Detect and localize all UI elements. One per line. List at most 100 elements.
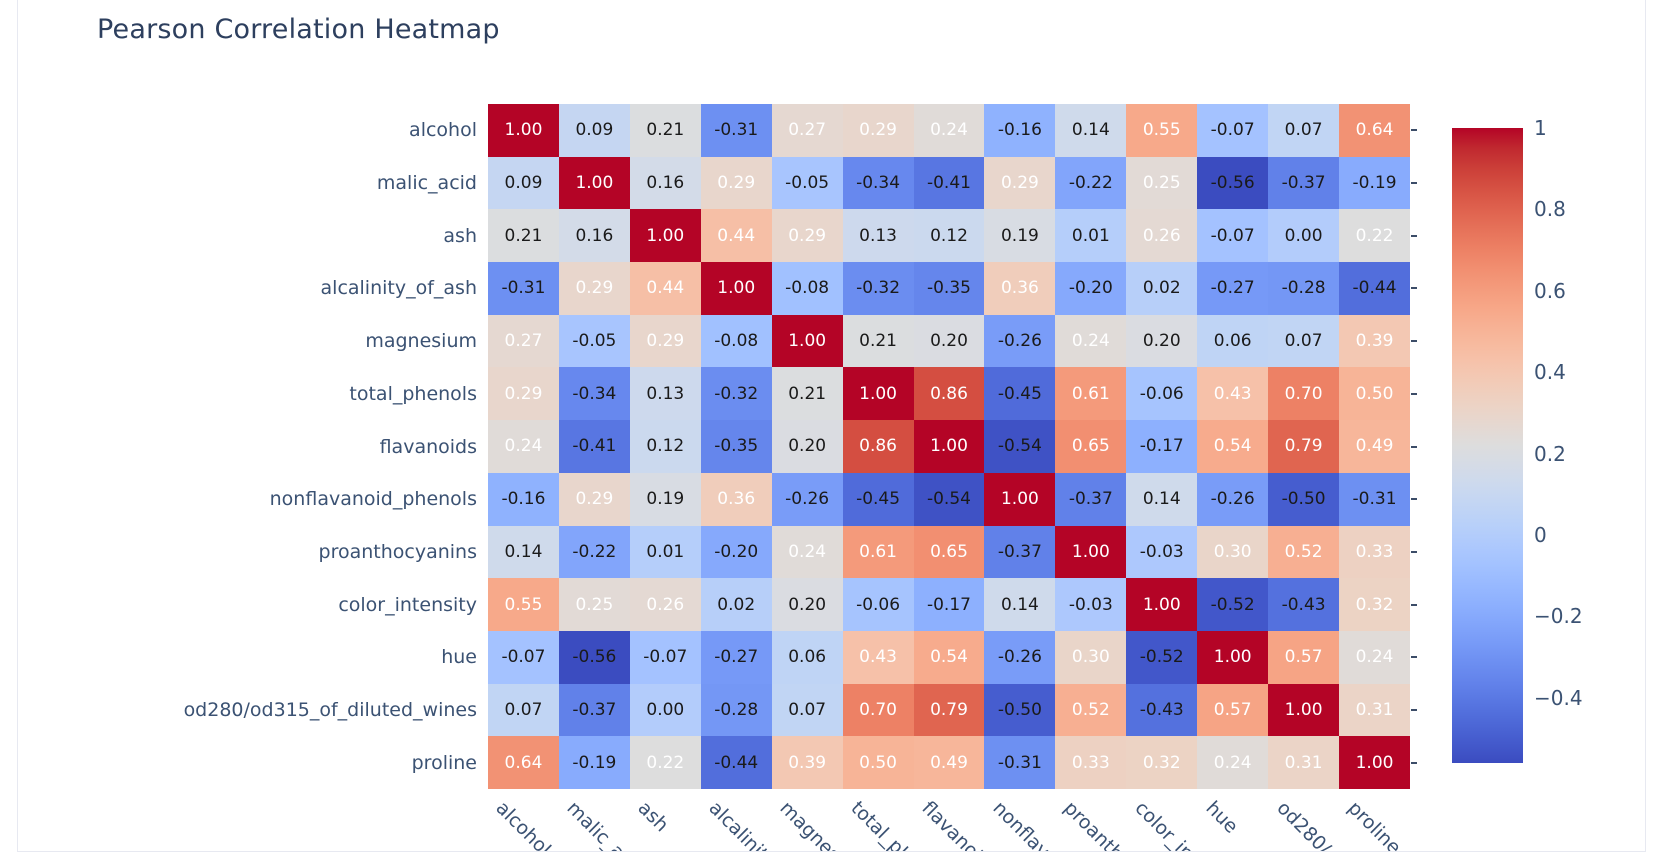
heatmap-cell: 0.64	[488, 736, 559, 789]
heatmap-cell: 0.50	[1339, 367, 1410, 421]
heatmap-cell: -0.32	[842, 262, 914, 315]
heatmap-cell: -0.37	[1055, 472, 1127, 526]
heatmap-cell: 0.36	[984, 262, 1056, 315]
heatmap-cell: -0.31	[984, 736, 1056, 789]
colorbar-tick-label: 0.6	[1534, 278, 1566, 303]
heatmap-cell: -0.08	[700, 314, 772, 368]
heatmap-cell: 0.65	[913, 525, 985, 579]
heatmap-cell: -0.50	[984, 683, 1056, 737]
heatmap-cell: 0.29	[842, 104, 914, 157]
heatmap-cell: 0.32	[1126, 736, 1198, 789]
heatmap-cell: 0.00	[1268, 209, 1340, 263]
heatmap-cell: -0.26	[984, 314, 1056, 368]
heatmap-cell: 0.13	[842, 209, 914, 263]
heatmap-cell: 0.49	[913, 736, 985, 789]
heatmap-cell: 0.21	[842, 314, 914, 368]
heatmap-cell: 0.25	[558, 578, 630, 631]
heatmap-cell: -0.19	[1339, 156, 1410, 210]
heatmap-cell: -0.28	[700, 683, 772, 737]
heatmap-cell: -0.31	[700, 104, 772, 157]
y-axis-label: ash	[443, 224, 477, 247]
heatmap-cell: 1.00	[1055, 525, 1127, 579]
heatmap-cell: -0.06	[842, 578, 914, 631]
y-axis-label: od280/od315_of_diluted_wines	[183, 698, 477, 721]
y-axis-tick	[1411, 234, 1417, 237]
heatmap-cell: -0.37	[558, 683, 630, 737]
colorbar-tick-label: −0.2	[1534, 604, 1583, 629]
y-axis-label: color_intensity	[338, 593, 477, 616]
heatmap-cell: -0.45	[842, 472, 914, 526]
heatmap-cell: -0.44	[700, 736, 772, 789]
heatmap-cell: 1.00	[700, 262, 772, 315]
heatmap-cell: 0.20	[771, 578, 843, 631]
x-axis-label: hue	[1201, 797, 1242, 838]
heatmap-cell: 0.06	[1197, 314, 1269, 368]
x-axis-labels: alcoholmalic_acidashalcalinity_of_ashmag…	[440, 791, 1450, 851]
heatmap-cell: 0.52	[1268, 525, 1340, 579]
heatmap-cell: 0.70	[1268, 367, 1340, 421]
heatmap-cell: 0.02	[1126, 262, 1198, 315]
heatmap-cell: 1.00	[488, 104, 559, 157]
heatmap-cell: 0.79	[1268, 420, 1340, 473]
heatmap-cell: 1.00	[1268, 683, 1340, 737]
heatmap-cell: 0.43	[842, 630, 914, 684]
heatmap-cell: 0.22	[1339, 209, 1410, 263]
heatmap-cell: 0.22	[629, 736, 701, 789]
y-axis-label: alcalinity_of_ash	[320, 277, 477, 300]
y-axis-tick	[1411, 287, 1417, 290]
heatmap-cell: -0.27	[700, 630, 772, 684]
y-axis-tick	[1411, 340, 1417, 343]
chart-title: Pearson Correlation Heatmap	[97, 14, 500, 45]
heatmap-cell: -0.45	[984, 367, 1056, 421]
heatmap-cell: 0.31	[1268, 736, 1340, 789]
heatmap-cell: -0.27	[1197, 262, 1269, 315]
heatmap-cell: -0.31	[488, 262, 559, 315]
heatmap-cell: 0.32	[1339, 578, 1410, 631]
heatmap-cell: 0.30	[1197, 525, 1269, 579]
heatmap-cell: -0.37	[1268, 156, 1340, 210]
heatmap-cell: -0.54	[984, 420, 1056, 473]
heatmap-cell: 0.65	[1055, 420, 1127, 473]
heatmap-cell: 0.27	[488, 314, 559, 368]
heatmap-cell: 1.00	[558, 156, 630, 210]
heatmap-cell: 0.55	[1126, 104, 1198, 157]
heatmap-cell: -0.08	[771, 262, 843, 315]
heatmap-cell: 1.00	[771, 314, 843, 368]
heatmap-cell: -0.07	[1197, 104, 1269, 157]
heatmap-cell: 0.43	[1197, 367, 1269, 421]
colorbar-tick-label: 1	[1534, 116, 1547, 140]
x-axis-label: flavanoids	[917, 797, 1002, 851]
heatmap-cell: 0.14	[488, 525, 559, 579]
heatmap-cell: 1.00	[629, 209, 701, 263]
heatmap-cell: 0.61	[1055, 367, 1127, 421]
heatmap-cell: 0.27	[771, 104, 843, 157]
heatmap-cell: -0.56	[1197, 156, 1269, 210]
heatmap-cell: 0.29	[558, 472, 630, 526]
heatmap-cell: 0.06	[771, 630, 843, 684]
heatmap-cell: 0.57	[1268, 630, 1340, 684]
heatmap-cell: 1.00	[1126, 578, 1198, 631]
heatmap-cell: 0.44	[629, 262, 701, 315]
heatmap-cell: 0.19	[629, 472, 701, 526]
heatmap-cell: -0.43	[1126, 683, 1198, 737]
heatmap-cell: 0.20	[913, 314, 985, 368]
heatmap-cell: 0.49	[1339, 420, 1410, 473]
heatmap-cell: 1.00	[1197, 630, 1269, 684]
heatmap-cell: 0.01	[629, 525, 701, 579]
colorbar-tick-label: −0.4	[1534, 685, 1583, 710]
heatmap-cell: 0.12	[913, 209, 985, 263]
y-axis-tick	[1411, 761, 1417, 764]
y-axis-label: malic_acid	[376, 172, 477, 195]
heatmap-cell: 0.21	[629, 104, 701, 157]
heatmap-cell: 0.24	[1339, 630, 1410, 684]
y-axis-tick	[1411, 129, 1417, 132]
heatmap-cell: -0.50	[1268, 472, 1340, 526]
y-axis-tick	[1411, 656, 1417, 659]
heatmap-cell: 0.25	[1126, 156, 1198, 210]
heatmap-cell: -0.52	[1126, 630, 1198, 684]
heatmap-cell: -0.26	[1197, 472, 1269, 526]
heatmap-cell: 0.44	[700, 209, 772, 263]
heatmap-cell: -0.56	[558, 630, 630, 684]
heatmap-cell: 0.30	[1055, 630, 1127, 684]
heatmap-cell: -0.05	[558, 314, 630, 368]
